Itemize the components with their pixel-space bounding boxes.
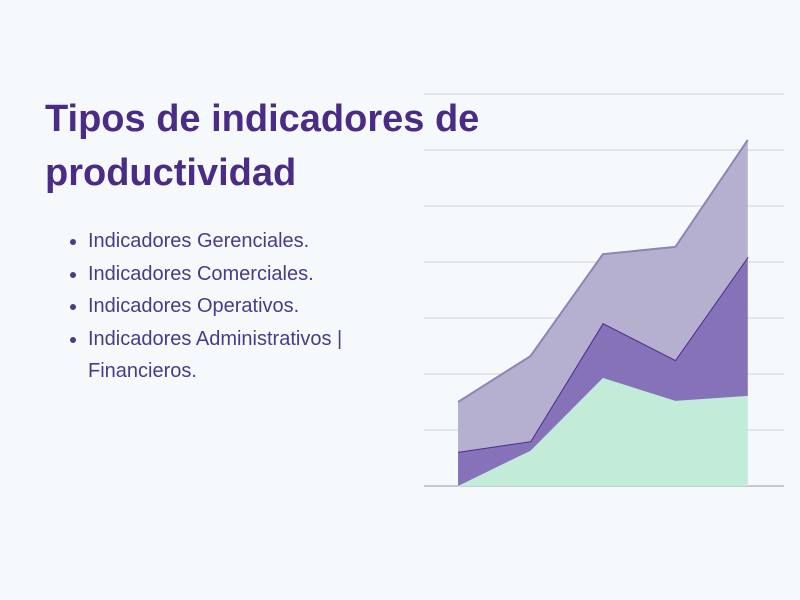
bullet-item: Indicadores Gerenciales. [88, 225, 348, 258]
area [458, 256, 748, 486]
bullet-item: Indicadores Operativos. [88, 290, 348, 323]
area [458, 139, 748, 452]
bullet-item: Indicadores Comerciales. [88, 258, 348, 291]
area-edge [457, 139, 749, 403]
bullet-list: Indicadores Gerenciales.Indicadores Come… [45, 225, 348, 388]
area [458, 377, 748, 486]
bullet-item: Indicadores Administrativos | Financiero… [88, 323, 348, 388]
title: Tipos de indicadores de productividad [45, 98, 480, 194]
